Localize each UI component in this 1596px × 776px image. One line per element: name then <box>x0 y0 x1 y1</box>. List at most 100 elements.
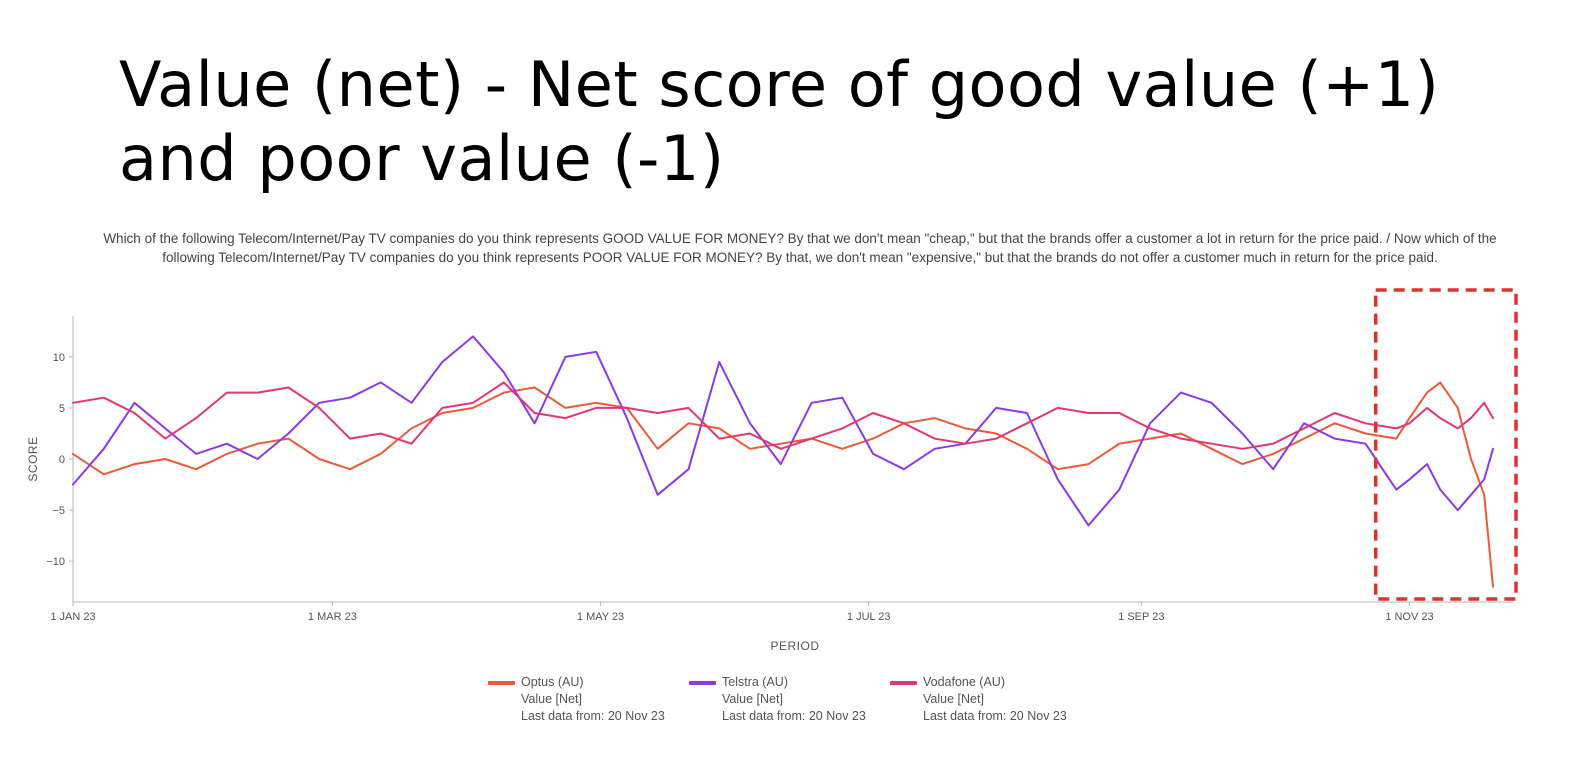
data-point <box>287 386 290 389</box>
data-point <box>318 402 321 404</box>
data-point <box>133 463 136 465</box>
data-point <box>903 468 905 471</box>
data-point <box>441 412 444 414</box>
data-point <box>1180 391 1182 394</box>
legend-last-data: Last data from: 20 Nov 23 <box>722 709 866 723</box>
data-point <box>103 396 105 399</box>
data-point <box>226 453 228 455</box>
data-point <box>441 361 444 363</box>
data-point <box>1087 463 1090 465</box>
data-point <box>933 437 936 440</box>
legend-series-name: Telstra (AU) <box>722 675 788 689</box>
legend-text: Optus (AU) Value [Net] Last data from: 20 … <box>521 674 665 725</box>
data-point <box>226 391 228 394</box>
data-point <box>1303 422 1305 425</box>
data-point <box>780 448 782 450</box>
y-tick-label: −5 <box>52 505 65 517</box>
data-point <box>1303 427 1305 430</box>
data-point <box>349 396 351 399</box>
data-point <box>1272 442 1274 445</box>
data-point <box>1180 432 1182 435</box>
data-point <box>226 442 228 445</box>
data-point <box>1457 509 1459 511</box>
data-point <box>656 494 659 496</box>
legend-sub-label: Value [Net] <box>521 692 582 706</box>
data-point <box>718 427 721 430</box>
data-point <box>1457 427 1459 430</box>
data-point <box>1118 442 1121 445</box>
data-point <box>933 417 936 419</box>
data-point <box>1210 442 1213 445</box>
data-point <box>626 407 628 409</box>
data-point <box>503 371 505 374</box>
data-point <box>903 422 905 425</box>
data-point <box>256 458 259 460</box>
data-point <box>841 448 844 450</box>
data-point <box>287 432 290 435</box>
data-point <box>872 412 874 414</box>
data-point <box>1057 468 1059 471</box>
series-layer <box>72 335 1494 588</box>
data-point <box>72 453 74 455</box>
data-point <box>1210 402 1213 404</box>
data-point <box>780 463 782 465</box>
data-point <box>318 458 321 460</box>
data-point <box>626 417 628 419</box>
data-point <box>1483 402 1485 404</box>
legend-series-name: Vodafone (AU) <box>923 675 1005 689</box>
x-tick-label: 1 SEP 23 <box>1118 611 1164 623</box>
data-point <box>1057 478 1059 481</box>
legend-sub-label: Value [Net] <box>923 692 984 706</box>
data-point <box>1395 437 1398 440</box>
data-point <box>164 427 167 430</box>
data-point <box>503 381 505 384</box>
data-point <box>133 412 136 414</box>
data-point <box>1241 463 1244 465</box>
data-point <box>1492 448 1494 450</box>
data-point <box>933 448 936 450</box>
data-point <box>718 361 721 363</box>
data-point <box>410 442 413 445</box>
data-point <box>1408 478 1411 481</box>
data-point <box>1210 448 1213 450</box>
page-title: Value (net) - Net score of good value (+… <box>119 48 1440 195</box>
data-point <box>564 356 567 358</box>
data-point <box>410 402 413 404</box>
y-tick-label: 5 <box>59 403 65 415</box>
data-point <box>687 468 690 471</box>
data-point <box>749 432 751 435</box>
data-point <box>1333 412 1336 414</box>
data-point <box>1272 468 1274 471</box>
data-point <box>1026 422 1028 425</box>
legend-swatch <box>890 681 917 685</box>
data-point <box>1470 458 1472 460</box>
data-point <box>103 448 105 450</box>
data-point <box>1057 407 1059 409</box>
data-point <box>379 453 382 455</box>
highlight-box <box>1373 288 1518 601</box>
data-point <box>195 468 197 471</box>
data-point <box>1364 432 1367 435</box>
y-tick-label: 10 <box>53 352 65 364</box>
data-point <box>718 437 721 440</box>
data-point <box>1470 494 1472 496</box>
x-tick-label: 1 JUL 23 <box>847 611 891 623</box>
data-point <box>1457 407 1459 409</box>
data-point <box>72 402 74 404</box>
y-axis-title: SCORE <box>26 436 40 481</box>
data-point <box>1087 412 1090 414</box>
legend-last-data: Last data from: 20 Nov 23 <box>923 709 1067 723</box>
data-point <box>349 468 351 471</box>
data-point <box>1395 488 1398 491</box>
data-point <box>1426 391 1428 394</box>
data-point <box>379 432 382 435</box>
data-point <box>164 437 167 440</box>
data-point <box>656 412 659 414</box>
data-point <box>1492 417 1494 419</box>
data-point <box>1408 422 1411 425</box>
x-tick-label: 1 NOV 23 <box>1385 611 1433 623</box>
data-point <box>195 417 197 419</box>
data-point <box>595 407 597 409</box>
data-point <box>318 407 321 409</box>
data-point <box>103 473 105 476</box>
